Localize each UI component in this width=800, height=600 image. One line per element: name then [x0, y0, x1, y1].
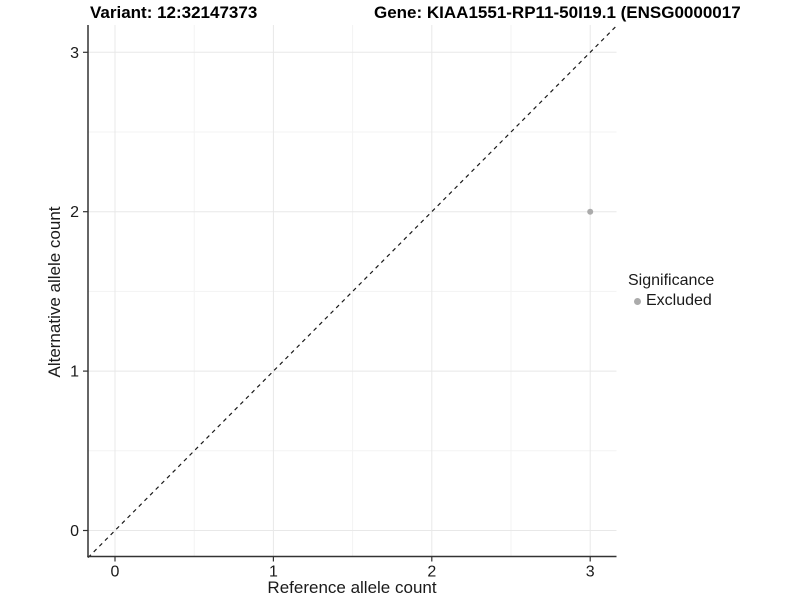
variant-title: Variant: 12:32147373 — [90, 3, 258, 22]
x-axis-label: Reference allele count — [267, 578, 437, 597]
legend-item-excluded: Excluded — [628, 292, 714, 310]
gene-title: Gene: KIAA1551-RP11-50I19.1 (ENSG0000017 — [374, 3, 741, 22]
legend-item-label: Excluded — [646, 292, 712, 309]
x-tick-label: 0 — [111, 564, 120, 581]
data-point — [587, 208, 594, 215]
x-tick-label: 2 — [427, 564, 436, 581]
y-tick-label: 2 — [70, 204, 79, 221]
x-tick-label: 1 — [269, 564, 278, 581]
legend-title: Significance — [628, 272, 715, 289]
y-tick-label: 3 — [70, 45, 79, 62]
plot-title-row: Variant: 12:32147373 Gene: KIAA1551-RP11… — [0, 3, 800, 25]
x-tick-label: 3 — [586, 564, 595, 581]
legend-key-dot-icon — [634, 297, 641, 305]
legend: Significance Excluded — [628, 272, 714, 310]
identity-dashed-line — [87, 24, 618, 559]
y-tick-label: 0 — [70, 523, 79, 540]
y-axis-label: Alternative allele count — [45, 206, 64, 378]
y-tick-label: 1 — [70, 364, 79, 381]
